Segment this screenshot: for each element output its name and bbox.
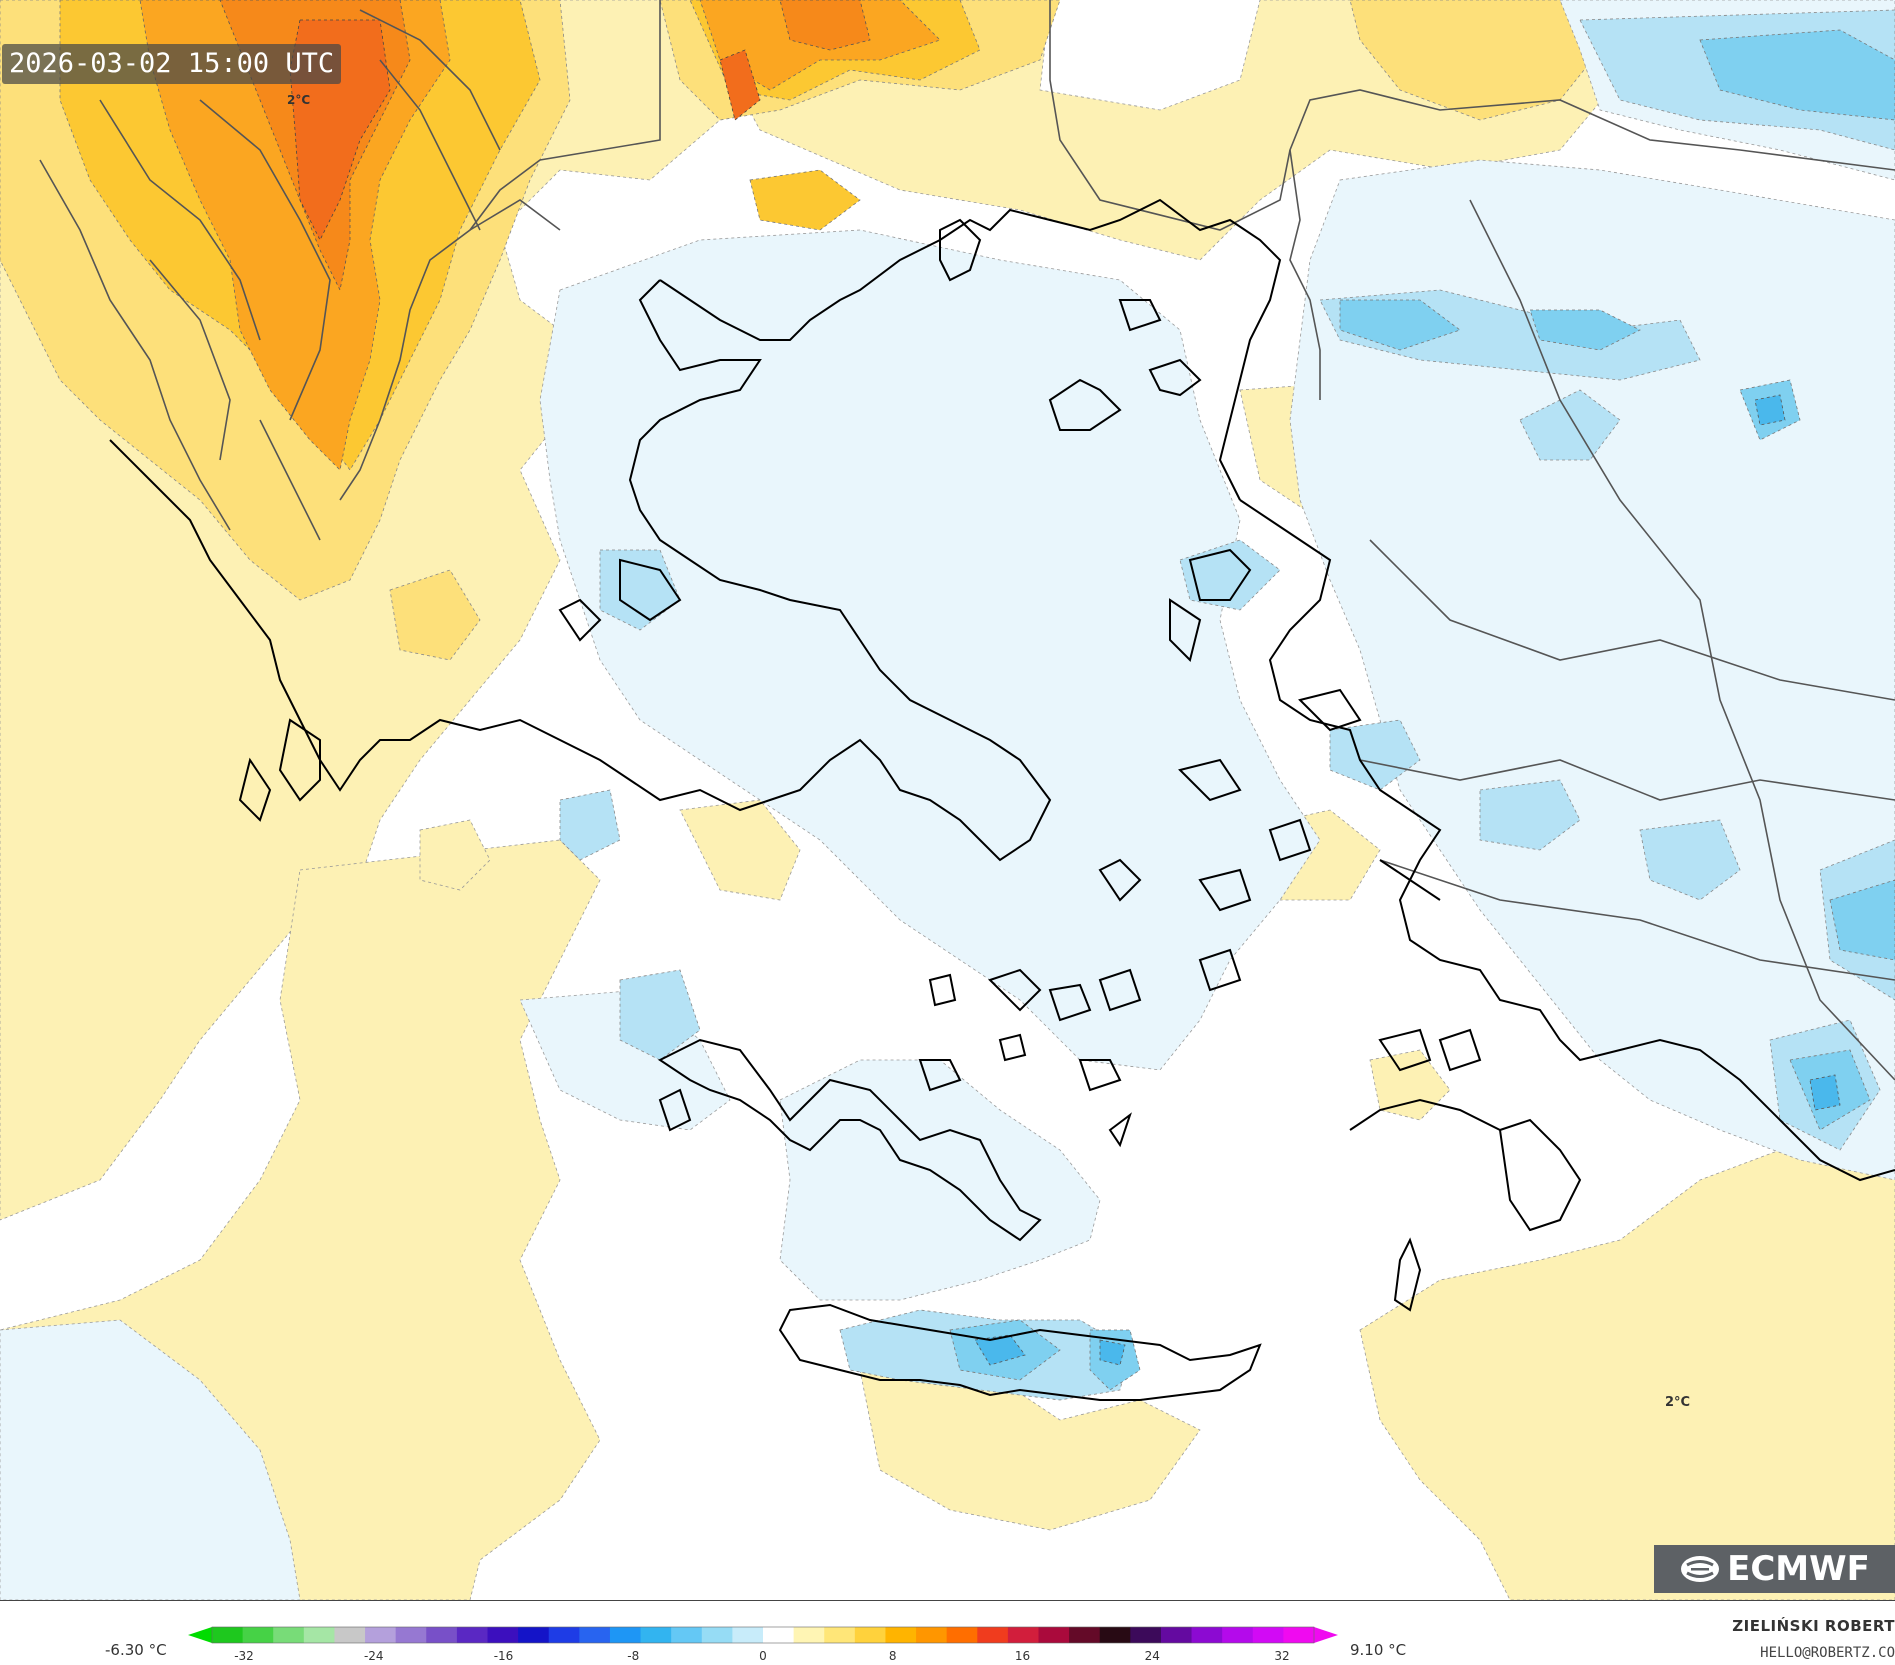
colorbar-segment	[793, 1627, 825, 1643]
ecmwf-mark-icon	[1681, 1556, 1720, 1582]
colorbar-segment	[977, 1627, 1009, 1643]
colorbar-tick-label: -32	[234, 1649, 254, 1663]
legend-footer: -6.30 °C -32 -24 -16 -8 0 8 16 24 32 9.10 °C ZIE…	[0, 1600, 1895, 1665]
anomaly-deep-blue	[974, 394, 1841, 1366]
colorbar-segment	[1252, 1627, 1284, 1643]
colorbar-segment	[242, 1627, 274, 1643]
colorbar-segment	[1099, 1627, 1131, 1643]
colorbar-segment	[273, 1627, 305, 1643]
colorbar-segment	[426, 1627, 458, 1643]
map-canvas	[0, 0, 1895, 1600]
anomaly-mid-blue	[949, 29, 1895, 1391]
colorbar	[188, 1626, 1338, 1644]
colorbar-segment	[609, 1627, 642, 1643]
colorbar-segment	[1069, 1627, 1101, 1643]
colorbar-segment	[456, 1627, 488, 1643]
colorbar-segment	[548, 1627, 580, 1643]
colorbar-segment	[303, 1627, 335, 1643]
colorbar-tick-label: -24	[363, 1649, 384, 1663]
colorbar-tick-label: -16	[493, 1649, 514, 1663]
colorbar-segment	[1222, 1627, 1254, 1643]
colorbar-segment	[824, 1627, 856, 1643]
colorbar-segment	[701, 1627, 733, 1643]
colorbar-segment	[334, 1627, 366, 1643]
contour-label: 2°C	[1665, 1395, 1691, 1410]
colorbar-tick-label: 16	[1014, 1649, 1031, 1663]
ecmwf-logo: ECMWF	[1654, 1545, 1895, 1593]
logo-text: ECMWF	[1727, 1549, 1870, 1589]
colorbar-tick-label: 32	[1274, 1649, 1290, 1663]
colorbar-arrow-high	[1314, 1627, 1338, 1643]
colorbar-segment	[1191, 1627, 1223, 1643]
colorbar-segment	[854, 1627, 886, 1643]
colorbar-segment	[732, 1627, 764, 1643]
temperature-map: 2026-03-02 15:00 UTC 2°C 2°C ECMWF	[0, 0, 1895, 1600]
legend-min-value: -6.30 °C	[105, 1641, 167, 1659]
colorbar-segment	[1038, 1627, 1070, 1643]
colorbar-segment	[1130, 1627, 1162, 1643]
colorbar-tick-label: -8	[627, 1649, 640, 1663]
colorbar-segment	[1007, 1627, 1039, 1643]
colorbar-segment	[212, 1627, 244, 1643]
country-borders	[39, 0, 1895, 1081]
colorbar-segment	[640, 1627, 672, 1643]
colorbar-segment	[946, 1627, 978, 1643]
colorbar-segment	[1160, 1627, 1193, 1643]
coastlines	[109, 198, 1895, 1401]
colorbar-segment	[487, 1627, 519, 1643]
colorbar-tick-label: 24	[1144, 1649, 1160, 1663]
colorbar-tick-label: 8	[888, 1649, 897, 1663]
colorbar-segment	[579, 1627, 611, 1643]
author-email: HELLO@ROBERTZ.CO	[1760, 1645, 1895, 1661]
colorbar-segment	[885, 1627, 917, 1643]
colorbar-frame	[211, 1626, 1315, 1644]
colorbar-segment	[518, 1627, 550, 1643]
legend-max-value: 9.10 °C	[1350, 1641, 1407, 1659]
forecast-timestamp: 2026-03-02 15:00 UTC	[2, 44, 342, 84]
colorbar-segment	[1283, 1627, 1315, 1643]
colorbar-segment	[671, 1627, 703, 1643]
colorbar-tick-label: 0	[759, 1649, 767, 1663]
colorbar-segment	[395, 1627, 427, 1643]
colorbar-segment	[365, 1627, 397, 1643]
colorbar-segment	[916, 1627, 948, 1643]
contour-label: 2°C	[287, 93, 311, 107]
colorbar-segment	[763, 1627, 795, 1643]
colorbar-arrow-low	[188, 1627, 212, 1643]
author-credit: ZIELIŃSKI ROBERT	[1732, 1617, 1895, 1635]
